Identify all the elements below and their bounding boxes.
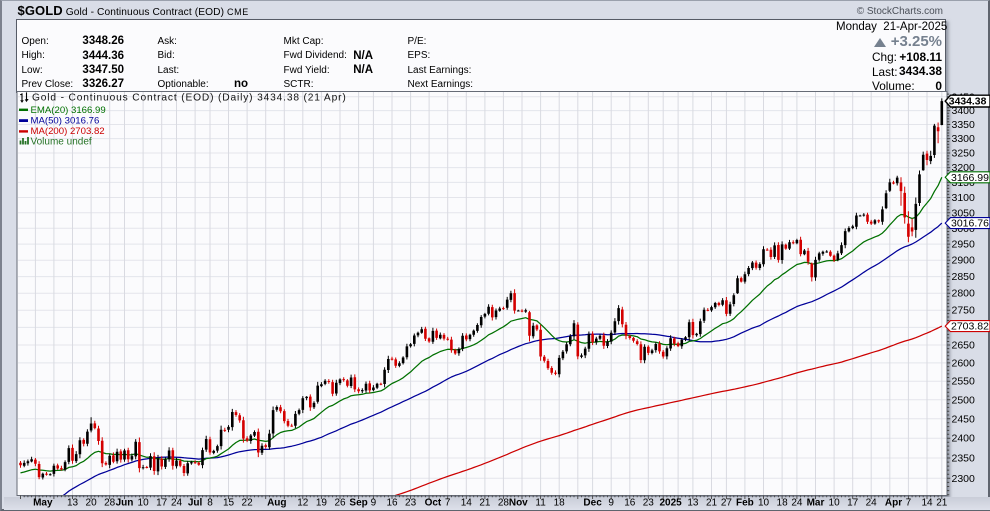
svg-text:Mar: Mar (807, 498, 825, 509)
svg-text:17: 17 (847, 498, 859, 509)
svg-text:2900: 2900 (952, 255, 976, 267)
svg-text:13: 13 (67, 498, 79, 509)
svg-text:Volume undef: Volume undef (31, 137, 92, 148)
svg-text:May: May (33, 498, 53, 509)
svg-text:2025: 2025 (659, 498, 682, 509)
svg-text:Apr: Apr (885, 498, 902, 509)
svg-text:7: 7 (906, 498, 912, 509)
svg-text:19: 19 (316, 498, 328, 509)
svg-text:3016.76: 3016.76 (951, 218, 989, 230)
svg-text:9: 9 (608, 498, 614, 509)
svg-text:3250: 3250 (952, 148, 976, 160)
svg-text:18: 18 (554, 498, 566, 509)
svg-text:EMA(20) 3166.99: EMA(20) 3166.99 (31, 105, 106, 116)
svg-text:MA(200) 2703.82: MA(200) 2703.82 (31, 126, 105, 137)
svg-text:23: 23 (643, 498, 655, 509)
svg-text:8: 8 (207, 498, 213, 509)
svg-text:13: 13 (687, 498, 699, 509)
svg-text:2650: 2650 (952, 340, 976, 352)
svg-text:7: 7 (445, 498, 451, 509)
svg-text:27: 27 (721, 498, 733, 509)
svg-text:16: 16 (624, 498, 636, 509)
svg-text:14: 14 (461, 498, 473, 509)
svg-text:21: 21 (479, 498, 491, 509)
svg-text:2500: 2500 (952, 394, 976, 406)
svg-text:Feb: Feb (736, 498, 754, 509)
svg-text:2450: 2450 (952, 413, 976, 425)
svg-text:2750: 2750 (952, 305, 976, 317)
svg-text:28: 28 (104, 498, 116, 509)
svg-text:20: 20 (86, 498, 98, 509)
svg-text:28: 28 (498, 498, 510, 509)
svg-text:Jun: Jun (116, 498, 134, 509)
svg-text:3050: 3050 (952, 207, 976, 219)
svg-text:3434.38: 3434.38 (949, 97, 987, 108)
svg-text:Dec: Dec (583, 498, 602, 509)
svg-text:2850: 2850 (952, 271, 976, 283)
svg-text:2550: 2550 (952, 376, 976, 388)
svg-text:Gold - Continuous Contract (EO: Gold - Continuous Contract (EOD) (Daily)… (32, 93, 347, 104)
svg-text:Aug: Aug (267, 498, 286, 509)
svg-text:21: 21 (936, 498, 948, 509)
svg-text:24: 24 (791, 498, 803, 509)
svg-text:2600: 2600 (952, 357, 976, 369)
svg-text:Jul: Jul (188, 498, 203, 509)
svg-text:2300: 2300 (952, 473, 976, 485)
svg-text:Oct: Oct (425, 498, 442, 509)
svg-text:18: 18 (777, 498, 789, 509)
svg-text:Sep: Sep (349, 498, 367, 509)
svg-text:23: 23 (405, 498, 417, 509)
svg-text:2703.82: 2703.82 (951, 321, 989, 333)
svg-text:10: 10 (138, 498, 150, 509)
svg-text:3166.99: 3166.99 (951, 172, 989, 184)
svg-text:17: 17 (156, 498, 168, 509)
svg-text:2950: 2950 (952, 239, 976, 251)
svg-text:3200: 3200 (952, 162, 976, 174)
svg-text:3400: 3400 (952, 105, 976, 117)
svg-text:2800: 2800 (952, 288, 976, 300)
svg-text:11: 11 (535, 498, 546, 509)
svg-text:2350: 2350 (952, 453, 976, 465)
svg-text:3350: 3350 (952, 119, 976, 131)
svg-text:10: 10 (829, 498, 841, 509)
svg-text:24: 24 (171, 498, 183, 509)
svg-text:2400: 2400 (952, 433, 976, 445)
svg-text:10: 10 (758, 498, 770, 509)
svg-text:Nov: Nov (509, 498, 528, 509)
svg-text:16: 16 (386, 498, 398, 509)
svg-text:9: 9 (371, 498, 377, 509)
svg-text:22: 22 (242, 498, 254, 509)
svg-text:3100: 3100 (952, 192, 976, 204)
svg-text:15: 15 (223, 498, 235, 509)
svg-text:12: 12 (297, 498, 309, 509)
svg-text:3300: 3300 (952, 133, 976, 145)
svg-text:21: 21 (706, 498, 718, 509)
svg-text:24: 24 (866, 498, 878, 509)
svg-text:MA(50) 3016.76: MA(50) 3016.76 (31, 116, 100, 127)
svg-text:14: 14 (921, 498, 933, 509)
svg-text:26: 26 (334, 498, 346, 509)
